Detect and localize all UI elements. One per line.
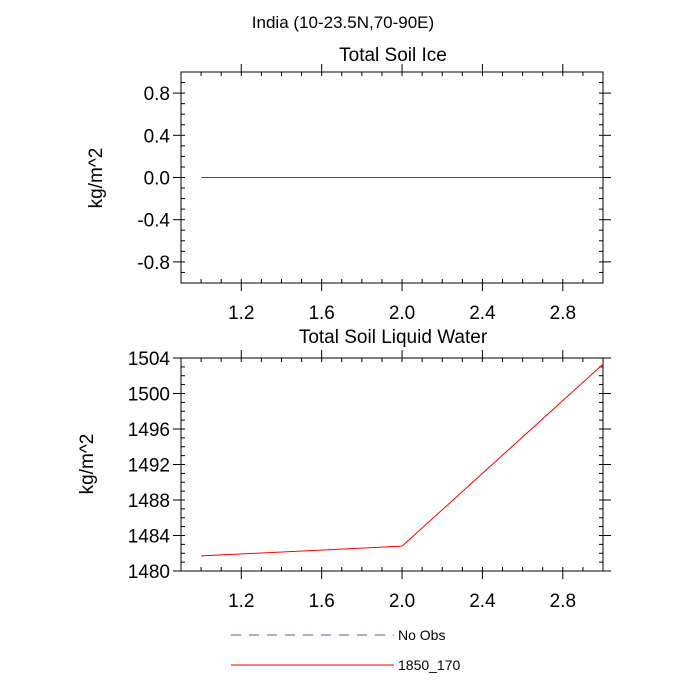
y-tick-label: 1500 bbox=[128, 385, 170, 406]
x-tick-label: 1.6 bbox=[308, 303, 334, 324]
y-tick-label: 0.0 bbox=[144, 169, 170, 190]
y-tick-label: 1480 bbox=[128, 562, 170, 583]
y-tick-label: 0.4 bbox=[144, 126, 171, 147]
plot-frame bbox=[180, 357, 604, 572]
series-lines bbox=[201, 363, 604, 557]
panel-title: Total Soil Liquid Water bbox=[299, 327, 488, 348]
y-tick-label: 0.8 bbox=[144, 84, 170, 105]
x-tick-label: 1.2 bbox=[228, 303, 254, 324]
x-tick-label: 1.6 bbox=[308, 591, 334, 612]
legend: No Obs 1850_170 bbox=[231, 627, 461, 673]
x-tick-labels: 1.2 1.6 2.0 2.4 2.8 bbox=[228, 591, 576, 612]
major-ticks bbox=[173, 64, 611, 291]
y-tick-label: 1488 bbox=[128, 491, 170, 512]
y-axis-label: kg/m^2 bbox=[86, 148, 107, 209]
y-tick-label: 1496 bbox=[128, 420, 170, 441]
x-tick-label: 2.4 bbox=[469, 303, 496, 324]
minor-ticks bbox=[181, 72, 603, 283]
x-tick-label: 1.2 bbox=[228, 591, 254, 612]
y-tick-label: 1492 bbox=[128, 456, 170, 477]
y-tick-label: 1484 bbox=[128, 527, 171, 548]
legend-label-no-obs: No Obs bbox=[398, 627, 445, 643]
y-tick-label: 1504 bbox=[128, 349, 171, 370]
legend-label-1850-170: 1850_170 bbox=[398, 657, 461, 673]
y-tick-label: -0.8 bbox=[137, 253, 170, 274]
y-tick-labels: -0.8 -0.4 0.0 0.4 0.8 bbox=[137, 84, 170, 274]
major-ticks bbox=[173, 350, 611, 579]
y-tick-labels: 1480 1484 1488 1492 1496 1500 1504 bbox=[128, 349, 171, 583]
y-tick-label: -0.4 bbox=[137, 211, 170, 232]
x-tick-label: 2.0 bbox=[389, 303, 415, 324]
panel-total-soil-liquid-water: Total Soil Liquid Water kg/m^2 148014841… bbox=[77, 327, 611, 612]
x-tick-label: 2.8 bbox=[550, 303, 576, 324]
x-tick-label: 2.4 bbox=[469, 591, 496, 612]
series-line bbox=[201, 363, 604, 557]
region-title: India (10-23.5N,70-90E) bbox=[252, 13, 434, 32]
minor-ticks bbox=[181, 358, 603, 571]
y-axis-label: kg/m^2 bbox=[77, 434, 98, 495]
panel-title: Total Soil Ice bbox=[339, 45, 447, 66]
panel-total-soil-ice: Total Soil Ice kg/m^2 -0.8-0.40.00.40.8 … bbox=[86, 45, 611, 324]
x-tick-label: 2.8 bbox=[550, 591, 576, 612]
x-tick-labels: 1.2 1.6 2.0 2.4 2.8 bbox=[228, 303, 576, 324]
x-tick-label: 2.0 bbox=[389, 591, 415, 612]
